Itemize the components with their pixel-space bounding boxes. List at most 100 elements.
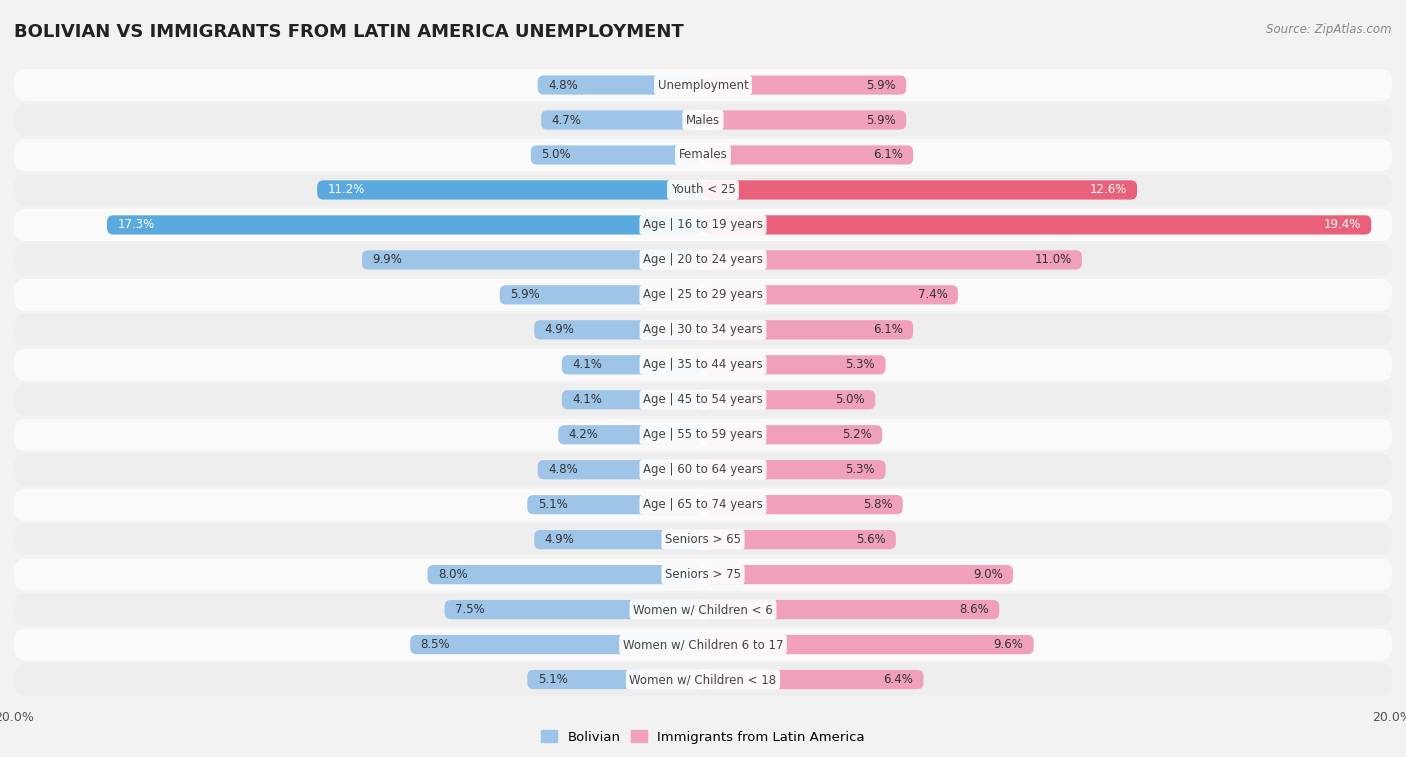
Text: 12.6%: 12.6% (1090, 183, 1126, 197)
Text: 4.7%: 4.7% (551, 114, 581, 126)
FancyBboxPatch shape (411, 635, 703, 654)
Text: 8.5%: 8.5% (420, 638, 450, 651)
Text: 4.9%: 4.9% (544, 323, 575, 336)
FancyBboxPatch shape (703, 215, 1371, 235)
Text: 4.1%: 4.1% (572, 394, 602, 407)
Text: 5.8%: 5.8% (863, 498, 893, 511)
Legend: Bolivian, Immigrants from Latin America: Bolivian, Immigrants from Latin America (536, 725, 870, 749)
FancyBboxPatch shape (14, 244, 1392, 276)
FancyBboxPatch shape (703, 565, 1012, 584)
FancyBboxPatch shape (14, 663, 1392, 696)
Text: Seniors > 65: Seniors > 65 (665, 533, 741, 546)
Text: 8.6%: 8.6% (959, 603, 988, 616)
FancyBboxPatch shape (703, 600, 1000, 619)
FancyBboxPatch shape (703, 495, 903, 514)
Text: BOLIVIAN VS IMMIGRANTS FROM LATIN AMERICA UNEMPLOYMENT: BOLIVIAN VS IMMIGRANTS FROM LATIN AMERIC… (14, 23, 683, 41)
Text: 9.9%: 9.9% (373, 254, 402, 266)
FancyBboxPatch shape (703, 111, 907, 129)
FancyBboxPatch shape (537, 460, 703, 479)
FancyBboxPatch shape (703, 355, 886, 375)
Text: 4.8%: 4.8% (548, 463, 578, 476)
Text: 11.2%: 11.2% (328, 183, 366, 197)
Text: Source: ZipAtlas.com: Source: ZipAtlas.com (1267, 23, 1392, 36)
FancyBboxPatch shape (558, 425, 703, 444)
Text: 8.0%: 8.0% (437, 568, 467, 581)
Text: 6.1%: 6.1% (873, 148, 903, 161)
Text: 17.3%: 17.3% (117, 219, 155, 232)
Text: 5.2%: 5.2% (842, 428, 872, 441)
Text: Women w/ Children < 18: Women w/ Children < 18 (630, 673, 776, 686)
Text: Seniors > 75: Seniors > 75 (665, 568, 741, 581)
Text: Age | 25 to 29 years: Age | 25 to 29 years (643, 288, 763, 301)
Text: 5.9%: 5.9% (866, 114, 896, 126)
Text: 6.4%: 6.4% (883, 673, 912, 686)
FancyBboxPatch shape (703, 180, 1137, 200)
FancyBboxPatch shape (562, 355, 703, 375)
Text: Age | 60 to 64 years: Age | 60 to 64 years (643, 463, 763, 476)
Text: Youth < 25: Youth < 25 (671, 183, 735, 197)
FancyBboxPatch shape (703, 635, 1033, 654)
FancyBboxPatch shape (703, 251, 1083, 269)
FancyBboxPatch shape (14, 384, 1392, 416)
FancyBboxPatch shape (14, 209, 1392, 241)
Text: 5.3%: 5.3% (845, 358, 875, 371)
Text: Age | 20 to 24 years: Age | 20 to 24 years (643, 254, 763, 266)
Text: 5.6%: 5.6% (856, 533, 886, 546)
FancyBboxPatch shape (703, 145, 912, 164)
Text: 4.8%: 4.8% (548, 79, 578, 92)
Text: 4.2%: 4.2% (568, 428, 599, 441)
Text: 5.9%: 5.9% (510, 288, 540, 301)
Text: Age | 65 to 74 years: Age | 65 to 74 years (643, 498, 763, 511)
Text: 4.9%: 4.9% (544, 533, 575, 546)
FancyBboxPatch shape (14, 559, 1392, 590)
Text: Age | 45 to 54 years: Age | 45 to 54 years (643, 394, 763, 407)
FancyBboxPatch shape (703, 320, 912, 339)
Text: 19.4%: 19.4% (1323, 219, 1361, 232)
FancyBboxPatch shape (703, 530, 896, 550)
FancyBboxPatch shape (527, 670, 703, 689)
Text: Females: Females (679, 148, 727, 161)
Text: 7.4%: 7.4% (918, 288, 948, 301)
FancyBboxPatch shape (537, 76, 703, 95)
FancyBboxPatch shape (703, 390, 875, 410)
FancyBboxPatch shape (527, 495, 703, 514)
FancyBboxPatch shape (14, 69, 1392, 101)
FancyBboxPatch shape (318, 180, 703, 200)
Text: 9.0%: 9.0% (973, 568, 1002, 581)
Text: Age | 35 to 44 years: Age | 35 to 44 years (643, 358, 763, 371)
FancyBboxPatch shape (703, 425, 882, 444)
Text: 4.1%: 4.1% (572, 358, 602, 371)
Text: Unemployment: Unemployment (658, 79, 748, 92)
FancyBboxPatch shape (14, 593, 1392, 626)
FancyBboxPatch shape (531, 145, 703, 164)
FancyBboxPatch shape (14, 524, 1392, 556)
Text: 5.1%: 5.1% (537, 498, 568, 511)
FancyBboxPatch shape (703, 285, 957, 304)
FancyBboxPatch shape (534, 320, 703, 339)
Text: Age | 16 to 19 years: Age | 16 to 19 years (643, 219, 763, 232)
Text: 5.3%: 5.3% (845, 463, 875, 476)
FancyBboxPatch shape (14, 349, 1392, 381)
FancyBboxPatch shape (703, 670, 924, 689)
FancyBboxPatch shape (361, 251, 703, 269)
FancyBboxPatch shape (444, 600, 703, 619)
Text: Males: Males (686, 114, 720, 126)
FancyBboxPatch shape (14, 419, 1392, 451)
FancyBboxPatch shape (562, 390, 703, 410)
FancyBboxPatch shape (14, 279, 1392, 311)
Text: Women w/ Children < 6: Women w/ Children < 6 (633, 603, 773, 616)
Text: 7.5%: 7.5% (456, 603, 485, 616)
FancyBboxPatch shape (14, 174, 1392, 206)
Text: 5.0%: 5.0% (541, 148, 571, 161)
FancyBboxPatch shape (14, 488, 1392, 521)
Text: 11.0%: 11.0% (1035, 254, 1071, 266)
FancyBboxPatch shape (703, 76, 907, 95)
Text: 9.6%: 9.6% (994, 638, 1024, 651)
Text: 5.9%: 5.9% (866, 79, 896, 92)
Text: Age | 55 to 59 years: Age | 55 to 59 years (643, 428, 763, 441)
Text: 5.1%: 5.1% (537, 673, 568, 686)
FancyBboxPatch shape (107, 215, 703, 235)
FancyBboxPatch shape (534, 530, 703, 550)
Text: 6.1%: 6.1% (873, 323, 903, 336)
Text: Age | 30 to 34 years: Age | 30 to 34 years (643, 323, 763, 336)
